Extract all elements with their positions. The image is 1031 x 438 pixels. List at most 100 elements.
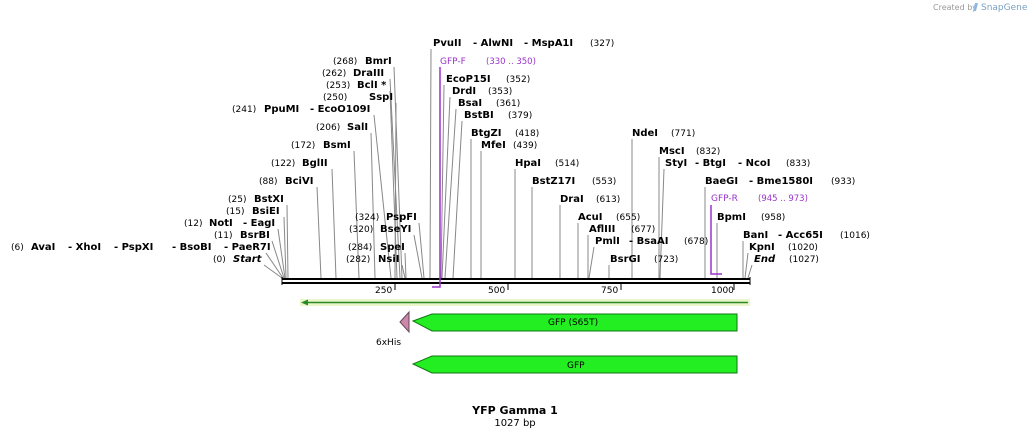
site-line — [286, 204, 289, 279]
site-label[interactable]: (6) AvaI - XhoI - PspXI - BsoBI - PaeR7I — [11, 242, 271, 253]
site-enzyme: - XhoI — [68, 242, 101, 253]
site-label[interactable]: (241) PpuMI - EcoO109I — [232, 104, 370, 115]
site-label[interactable]: (88) BciVI — [259, 176, 313, 187]
site-line — [265, 252, 284, 279]
orf-strip[interactable] — [300, 299, 750, 306]
site-label[interactable]: (250) SspI — [323, 92, 393, 103]
site-label[interactable]: MscI (832) — [659, 146, 720, 157]
site-label[interactable]: (324) PspFI — [355, 212, 417, 223]
primer-gfp-f[interactable]: GFP-F (330 .. 350) — [432, 57, 536, 288]
site-line — [263, 264, 283, 279]
site-enzyme: - PspXI — [114, 242, 153, 253]
site-enzyme: DraI — [560, 194, 584, 205]
site-line — [389, 90, 398, 279]
site-enzyme: SalI — [347, 122, 368, 133]
primer-gfp-f-range: (330 .. 350) — [486, 57, 536, 67]
site-label[interactable]: StyI - BtgI - NcoI (833) — [665, 158, 810, 169]
map-title: YFP Gamma 1 — [471, 404, 558, 417]
site-enzyme: - MspA1I — [524, 38, 573, 49]
site-label[interactable]: (12) NotI - EagI — [184, 218, 275, 229]
site-line — [418, 222, 425, 279]
restriction-sites: (0) Start (6) AvaI - XhoI - PspXI - BsoBI - Pae… — [11, 38, 870, 265]
site-position: (206) — [316, 123, 340, 133]
site-label[interactable]: NdeI (771) — [632, 128, 695, 139]
site-label[interactable]: End (1027) — [754, 254, 819, 265]
site-label[interactable]: PmlI - BsaAI (678) — [595, 236, 708, 247]
site-position: (320) — [349, 225, 373, 235]
site-label[interactable]: BaeGI - Bme1580I (933) — [705, 176, 855, 187]
site-label[interactable]: BsrGI (723) — [610, 254, 678, 265]
site-label[interactable]: DraI (613) — [560, 194, 620, 205]
site-enzyme: BglII — [302, 158, 328, 169]
site-label[interactable]: BpmI (958) — [717, 212, 785, 223]
site-label[interactable]: EcoP15I (352) — [446, 74, 530, 85]
site-label[interactable]: (11) BsrBI — [214, 230, 270, 241]
site-label[interactable]: PvuII - AlwNI - MspA1I (327) — [433, 38, 614, 49]
site-line — [271, 240, 285, 279]
site-label[interactable]: DrdI (353) — [452, 86, 512, 97]
site-enzyme: SpeI — [380, 242, 405, 253]
site-line — [747, 264, 753, 279]
feature-6xhis-arrow — [399, 310, 410, 334]
feature-gfp[interactable]: GFP — [411, 355, 738, 374]
site-enzyme: BseYI — [380, 224, 411, 235]
site-label[interactable]: (320) BseYI — [349, 224, 411, 235]
site-position: (832) — [696, 147, 720, 157]
site-enzyme: - BsoBI — [172, 242, 211, 253]
site-label[interactable]: BstBI (379) — [464, 110, 532, 121]
site-position: (933) — [831, 177, 855, 187]
site-label[interactable]: AcuI (655) — [578, 212, 640, 223]
site-label[interactable]: (268) BmrI — [333, 56, 392, 67]
backbone-top-strand — [282, 278, 750, 280]
site-position: (250) — [323, 93, 347, 103]
feature-gfp-s65t-arrow — [411, 313, 738, 332]
site-label[interactable]: BanI - Acc65I (1016) — [743, 230, 870, 241]
site-label[interactable]: (206) SalI — [316, 122, 368, 133]
tick-label-250: 250 — [375, 286, 392, 296]
site-label[interactable]: (0) Start — [213, 254, 263, 265]
primer-gfp-r[interactable]: GFP-R (945 .. 973) — [710, 194, 808, 275]
feature-6xhis-label: 6xHis — [376, 338, 401, 348]
site-label[interactable]: (25) BstXI — [228, 194, 284, 205]
site-enzyme: - EcoO109I — [310, 104, 370, 115]
site-enzyme: BmrI — [365, 56, 392, 67]
site-position: (0) — [213, 255, 226, 265]
site-line — [440, 84, 445, 279]
site-label[interactable]: (15) BsiEI — [226, 206, 280, 217]
feature-gfp-s65t[interactable]: GFP (S65T) — [411, 313, 738, 332]
backbone-bottom-strand — [282, 282, 750, 284]
site-line — [441, 96, 451, 279]
site-label[interactable]: BtgZI (418) — [471, 128, 539, 139]
site-label[interactable]: BsaI (361) — [458, 98, 520, 109]
site-line — [401, 264, 406, 279]
site-enzyme: - AlwNI — [473, 38, 513, 49]
site-position: (723) — [654, 255, 678, 265]
site-enzyme: PmlI — [595, 236, 620, 247]
site-label[interactable]: (262) DraIII — [322, 68, 384, 79]
site-label[interactable]: (172) BsmI — [291, 140, 351, 151]
site-label[interactable]: (122) BglII — [271, 158, 328, 169]
site-position: (771) — [671, 129, 695, 139]
site-label[interactable]: MfeI (439) — [481, 140, 537, 151]
site-enzyme: EcoP15I — [446, 74, 491, 85]
site-enzyme: NotI — [209, 218, 233, 229]
site-line — [316, 186, 322, 279]
site-enzyme: - Bme1580I — [749, 176, 813, 187]
feature-6xhis[interactable]: 6xHis — [376, 310, 410, 348]
site-label[interactable]: BstZ17I (553) — [532, 176, 616, 187]
site-enzyme: NsiI — [378, 254, 399, 265]
site-label[interactable]: (282) NsiI — [346, 254, 399, 265]
site-position: (418) — [515, 129, 539, 139]
site-label[interactable]: (253) BclI * — [326, 80, 387, 91]
site-position: (282) — [346, 255, 370, 265]
site-enzyme: - NcoI — [738, 158, 771, 169]
primer-gfp-r-arrow — [710, 205, 722, 275]
site-label[interactable]: HpaI (514) — [515, 158, 579, 169]
site-line — [744, 252, 749, 279]
site-label[interactable]: AflIII (677) — [589, 224, 655, 235]
primer-gfp-r-range: (945 .. 973) — [758, 194, 808, 204]
site-enzyme: BsaI — [458, 98, 482, 109]
site-label[interactable]: KpnI (1020) — [749, 242, 818, 253]
site-label[interactable]: (284) SpeI — [348, 242, 405, 253]
